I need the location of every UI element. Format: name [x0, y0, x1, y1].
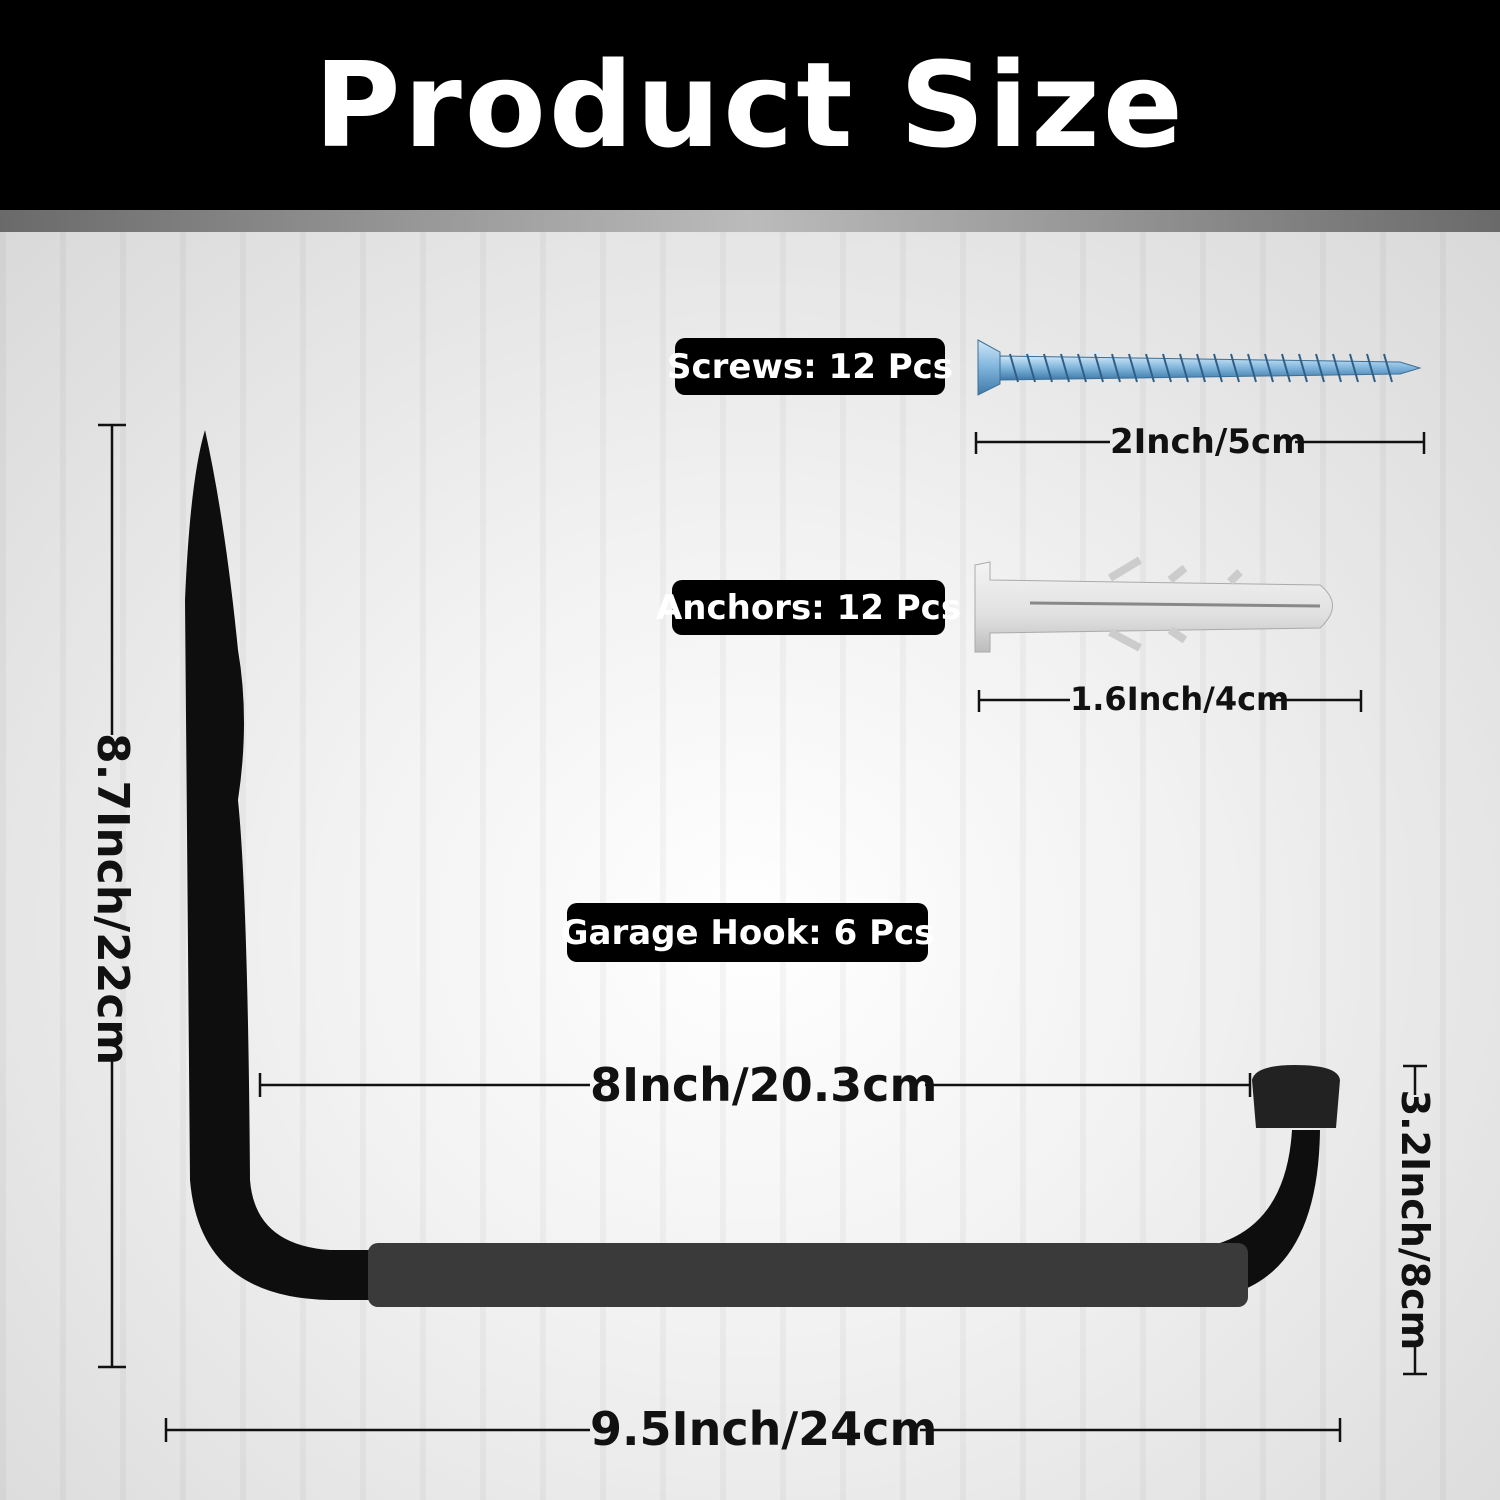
header-bar: Product Size [0, 0, 1500, 210]
page-title: Product Size [314, 36, 1186, 174]
header-divider [0, 210, 1500, 232]
anchor-length-label: 1.6Inch/4cm [1070, 680, 1290, 718]
anchors-badge: Anchors: 12 Pcs [656, 580, 961, 635]
garage-hook-icon [185, 430, 1340, 1307]
wall-anchor-icon [974, 556, 1333, 653]
total-width-label: 9.5Inch/24cm [590, 1402, 938, 1456]
screw-icon [977, 339, 1422, 396]
hook-badge: Garage Hook: 6 Pcs [561, 903, 934, 962]
height-label: 8.7Inch/22cm [87, 733, 138, 1066]
dimension-lines [98, 423, 1427, 1442]
foam-grip [368, 1243, 1248, 1307]
inner-width-label: 8Inch/20.3cm [590, 1058, 938, 1112]
depth-label: 3.2Inch/8cm [1393, 1089, 1437, 1351]
screws-badge: Screws: 12 Pcs [667, 338, 953, 395]
screw-length-label: 2Inch/5cm [1110, 422, 1307, 462]
